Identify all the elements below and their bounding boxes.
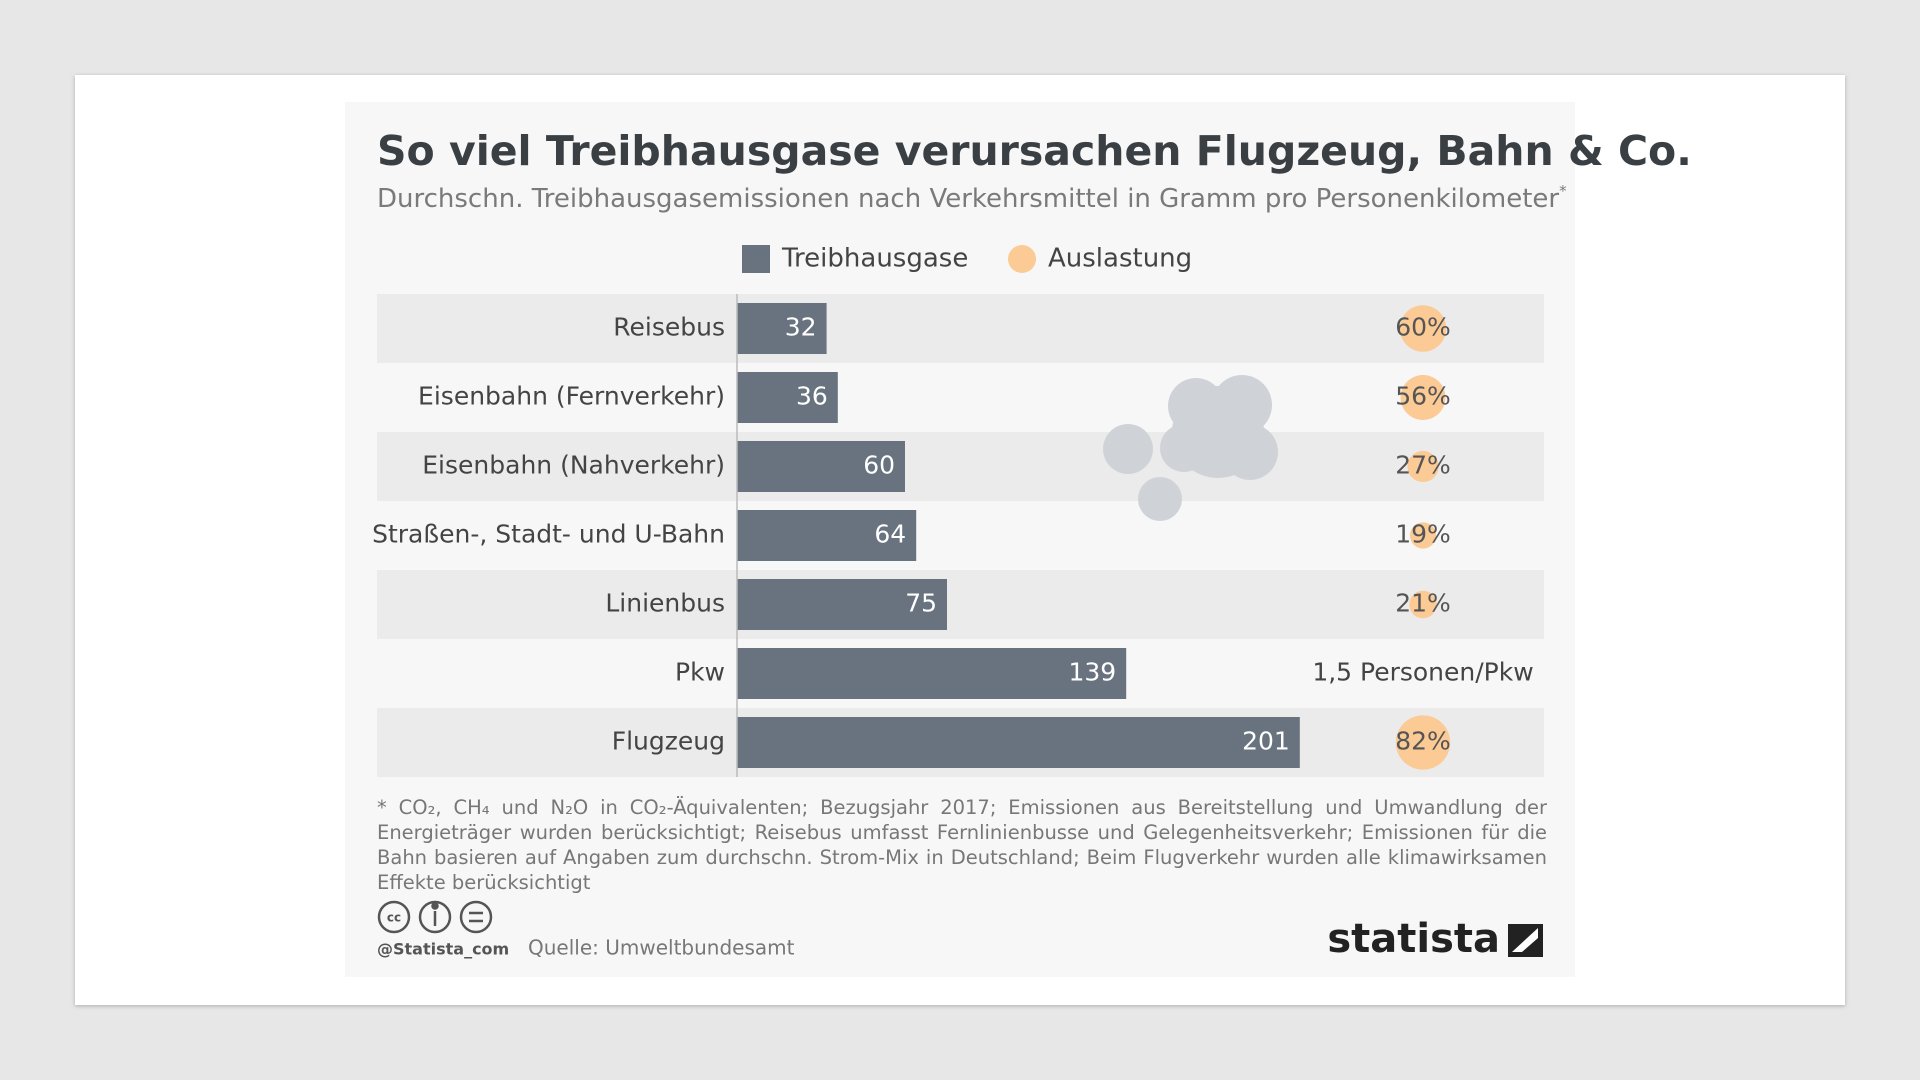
cloud [1212, 375, 1272, 435]
panel [345, 102, 1575, 977]
bar-value-label: 64 [874, 520, 906, 549]
brand: statista [1327, 916, 1500, 962]
subtitle-marker: * [1559, 182, 1567, 200]
brand-logo [1508, 924, 1543, 957]
utilization-label: 21% [1395, 589, 1451, 618]
y-tick-label: Straßen-, Stadt- und U-Bahn [372, 520, 725, 549]
row-band [377, 432, 1544, 501]
nd-icon [459, 900, 493, 934]
y-tick-label: Eisenbahn (Nahverkehr) [422, 451, 725, 480]
y-tick-label: Eisenbahn (Fernverkehr) [418, 382, 725, 411]
utilization-dot [1400, 375, 1446, 420]
chart-subtitle: Durchschn. Treibhausgasemissionen nach V… [377, 182, 1567, 214]
bar [737, 648, 1127, 699]
bar [737, 372, 838, 423]
bar-value-label: 60 [863, 451, 895, 480]
bar-value-label: 36 [796, 382, 828, 411]
bar [737, 303, 827, 354]
cloud [1138, 477, 1182, 521]
y-tick-label: Pkw [675, 658, 725, 687]
source: Quelle: Umweltbundesamt [528, 936, 795, 960]
cloud [1168, 378, 1224, 434]
annotation: 1,5 Personen/Pkw [1312, 658, 1533, 687]
license-icons: cc [377, 900, 493, 934]
bar [737, 717, 1300, 768]
chart-title: So viel Treibhausgase verursachen Flugze… [377, 127, 1692, 175]
bar [737, 441, 905, 492]
utilization-dot [1407, 450, 1439, 483]
utilization-dot [1409, 590, 1437, 619]
credit: @Statista_com [377, 940, 509, 959]
bar-value-label: 201 [1242, 727, 1290, 756]
utilization-dot [1399, 305, 1447, 352]
by-icon [418, 900, 452, 934]
legend-swatch [1008, 245, 1036, 273]
footnote: * CO₂, CH₄ und N₂O in CO₂-Äquivalenten; … [377, 796, 1547, 894]
utilization-label: 27% [1395, 451, 1451, 480]
cloud [1103, 424, 1153, 474]
utilization-dot [1395, 715, 1451, 770]
logo-mark [1512, 928, 1538, 952]
cloud-decoration [1103, 375, 1278, 521]
utilization-dot [1409, 522, 1437, 549]
utilization-label: 60% [1395, 313, 1451, 342]
y-tick-label: Linienbus [605, 589, 725, 618]
utilization-label: 82% [1395, 727, 1451, 756]
row-band [377, 294, 1544, 363]
utilization-label: 56% [1395, 382, 1451, 411]
legend-label: Treibhausgase [781, 244, 968, 274]
y-tick-label: Flugzeug [612, 727, 725, 756]
cc-glyph: cc [387, 911, 401, 925]
subtitle-text: Durchschn. Treibhausgasemissionen nach V… [377, 184, 1559, 214]
y-tick-label: Reisebus [613, 313, 725, 342]
bar [737, 579, 947, 630]
legend-label: Auslastung [1048, 244, 1192, 274]
bar-value-label: 75 [905, 589, 937, 618]
rows: Reisebus 32 60% Eisenbahn (Fernverkehr) 36 56… [372, 294, 1544, 777]
bar-value-label: 139 [1068, 658, 1116, 687]
legend-swatch [742, 245, 770, 273]
cloud [1160, 424, 1208, 472]
bar [737, 510, 917, 561]
bar-value-label: 32 [785, 313, 817, 342]
cloud [1222, 424, 1278, 480]
cc-icon [377, 900, 411, 934]
by-glyph [431, 902, 439, 910]
row-band [377, 570, 1544, 639]
utilization-label: 19% [1395, 520, 1451, 549]
